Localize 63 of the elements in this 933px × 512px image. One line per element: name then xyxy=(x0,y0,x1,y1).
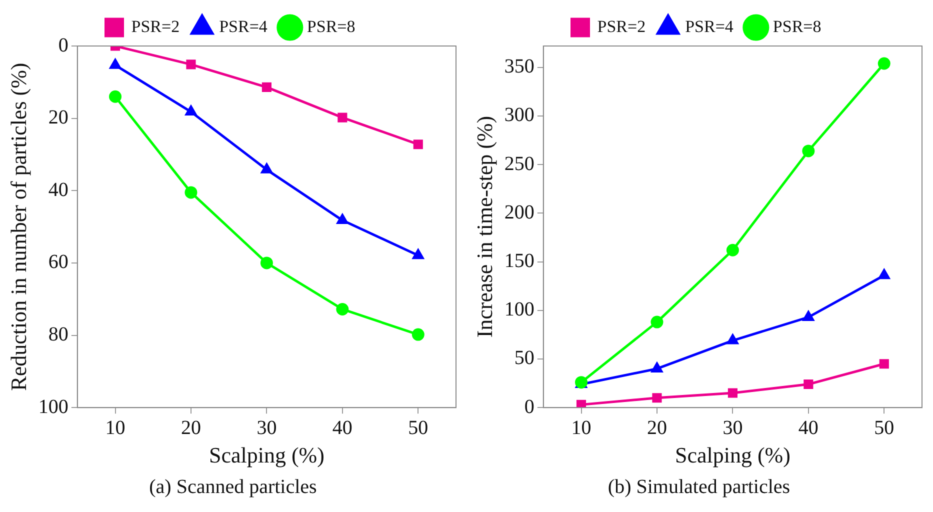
y-tick-label: 200 xyxy=(504,201,534,224)
y-tick-label: 300 xyxy=(504,104,534,126)
y-axis-title: Reduction in number of particles (%) xyxy=(6,62,31,391)
point xyxy=(110,58,121,69)
point xyxy=(185,106,197,116)
point xyxy=(336,302,349,316)
point xyxy=(878,269,890,280)
y-tick-label: 250 xyxy=(504,152,534,175)
point xyxy=(878,57,890,70)
point xyxy=(109,90,122,103)
text: (a) Scanned particles xyxy=(148,476,318,499)
point xyxy=(576,400,586,408)
x-tick-label: 10 xyxy=(571,416,592,439)
text: (b) Simulated particles xyxy=(606,476,792,499)
y-axis-title: Increase in time-step (%) xyxy=(472,116,497,338)
point xyxy=(413,140,423,150)
x-axis-title: Scalping (%) xyxy=(208,442,324,468)
x-tick-label: 50 xyxy=(408,416,428,439)
y-tick-label: 100 xyxy=(504,298,534,321)
x-tick-label: 40 xyxy=(332,416,352,439)
point xyxy=(879,359,889,369)
y-tick-label: 0 xyxy=(524,396,534,418)
x-tick-label: 30 xyxy=(256,416,277,439)
point xyxy=(651,362,663,372)
y-tick-label: 350 xyxy=(504,56,534,78)
y-tick-label: 80 xyxy=(48,324,68,346)
y-tick-label: 0 xyxy=(58,34,68,56)
point xyxy=(186,60,196,70)
point xyxy=(728,388,738,398)
point xyxy=(338,112,348,122)
point xyxy=(184,186,198,199)
legend-label: PSR=8 xyxy=(772,16,822,36)
legend-label: PSR=4 xyxy=(219,16,268,36)
point xyxy=(650,316,664,328)
y-tick-label: 100 xyxy=(38,396,68,418)
legend-label: PSR=4 xyxy=(685,16,734,36)
point xyxy=(412,328,424,341)
x-tick-label: 30 xyxy=(722,416,743,439)
legend-label: PSR=8 xyxy=(306,16,356,36)
legend-label: PSR=2 xyxy=(597,16,646,36)
y-tick-label: 150 xyxy=(504,250,534,272)
point xyxy=(262,82,272,92)
point xyxy=(652,393,662,403)
y-tick-label: 50 xyxy=(514,347,534,370)
point xyxy=(726,244,739,256)
point xyxy=(261,163,272,174)
x-tick-label: 20 xyxy=(646,416,667,439)
point xyxy=(412,249,424,260)
point xyxy=(804,379,814,390)
point xyxy=(727,334,738,344)
x-tick-label: 50 xyxy=(874,416,894,439)
x-tick-label: 40 xyxy=(798,416,818,439)
y-tick-label: 60 xyxy=(48,251,68,274)
point xyxy=(260,256,273,270)
y-tick-label: 20 xyxy=(48,106,68,129)
x-tick-label: 20 xyxy=(180,416,201,439)
point xyxy=(802,310,814,321)
x-tick-label: 10 xyxy=(105,416,126,439)
point xyxy=(336,214,348,224)
x-axis-title: Scalping (%) xyxy=(674,442,790,468)
y-tick-label: 40 xyxy=(48,178,68,201)
legend-label: PSR=2 xyxy=(131,16,180,36)
point xyxy=(802,144,815,158)
